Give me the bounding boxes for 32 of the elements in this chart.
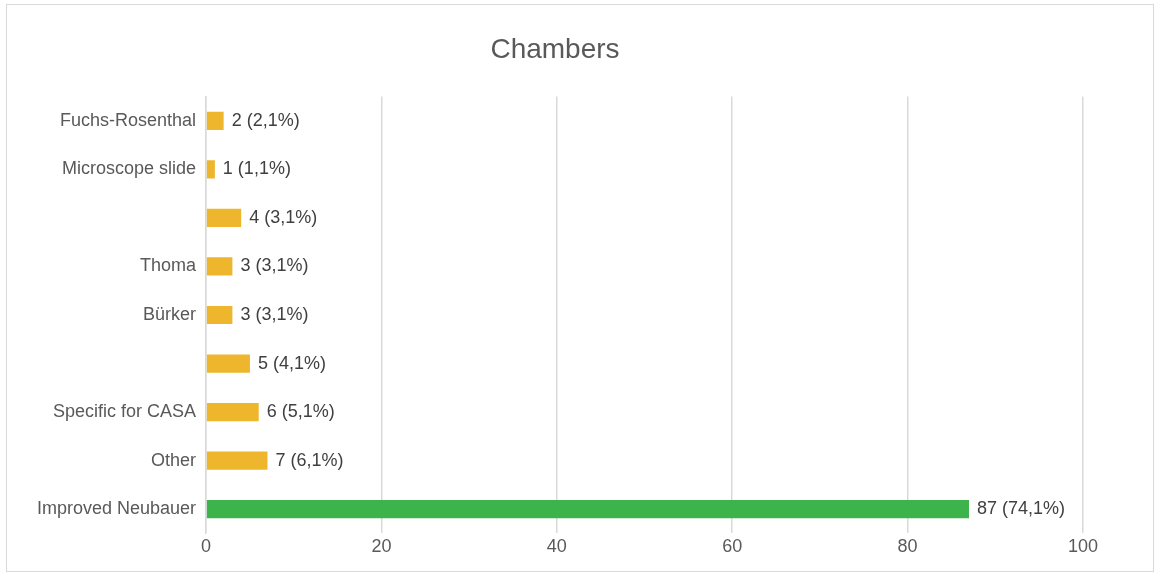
data-label: 1 (1,1%) bbox=[222, 158, 291, 179]
bar bbox=[206, 500, 969, 519]
bar bbox=[206, 160, 215, 179]
x-tick-label: 0 bbox=[201, 536, 212, 557]
data-label: 3 (3,1%) bbox=[240, 255, 309, 276]
x-tick-label: 80 bbox=[897, 536, 918, 557]
data-label: 6 (5,1%) bbox=[266, 401, 335, 422]
bar bbox=[206, 402, 259, 422]
bar bbox=[206, 354, 250, 373]
bar bbox=[206, 257, 233, 276]
y-tick-label: Microscope slide bbox=[62, 158, 197, 179]
bar bbox=[206, 305, 233, 325]
bar bbox=[206, 111, 224, 130]
x-tick-label: 60 bbox=[722, 536, 743, 557]
data-label: 3 (3,1%) bbox=[240, 303, 309, 324]
x-tick-label: 40 bbox=[546, 536, 567, 557]
y-tick-label: Bürker bbox=[143, 303, 197, 324]
y-tick-label: Fuchs-Rosenthal bbox=[60, 109, 197, 130]
chart-title: Chambers bbox=[490, 32, 620, 64]
x-tick-label: 100 bbox=[1067, 536, 1099, 557]
bar bbox=[206, 451, 268, 470]
data-label: 2 (2,1%) bbox=[231, 109, 300, 130]
bar bbox=[206, 208, 242, 228]
y-tick-label: Improved Neubauer bbox=[37, 498, 197, 519]
y-tick-label: Other bbox=[151, 449, 197, 470]
y-tick-label: Specific for CASA bbox=[53, 401, 197, 422]
x-tick-label: 20 bbox=[371, 536, 392, 557]
data-label: 4 (3,1%) bbox=[249, 206, 318, 227]
data-label: 5 (4,1%) bbox=[257, 352, 326, 373]
data-label: 7 (6,1%) bbox=[275, 449, 344, 470]
data-label: 87 (74,1%) bbox=[977, 498, 1066, 519]
y-tick-label: Thoma bbox=[140, 255, 198, 276]
